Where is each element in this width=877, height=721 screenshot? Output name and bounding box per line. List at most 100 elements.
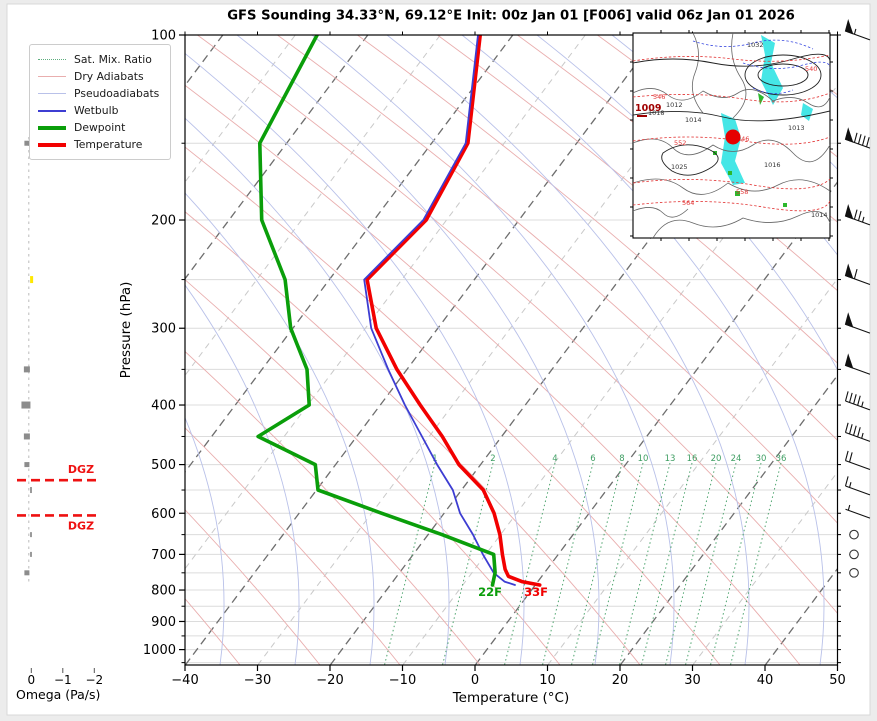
temperature-tick-label: 40 [757,673,774,688]
surface-dewpoint-label: 22F [478,585,502,599]
isobar-contour [661,144,719,176]
barb-full [844,422,849,433]
barb-staff [845,508,871,519]
upper-contour [742,61,830,71]
legend-swatch-pseudo [38,93,66,94]
barb-half [861,432,864,439]
barb-full [857,395,861,406]
temperature-axis-label: Temperature (°C) [452,690,570,706]
wind-barb [844,127,871,149]
omega-marker [23,366,30,373]
calm-wind-circle [849,549,859,560]
barb-full [853,425,857,436]
pseudoadiabat-line [311,35,675,665]
dry-adiabat-line [185,509,321,665]
precip-green-patch [758,93,764,105]
barb-flag [844,18,854,35]
mixing-ratio-line [619,462,671,666]
isotherm-line [619,374,838,665]
dry-adiabat-line [185,211,641,665]
dry-adiabat-line [185,146,721,665]
barb-full [844,391,849,402]
wetbulb-curve [363,35,516,586]
wind-barbs [844,18,871,578]
mixing-ratio-line [685,462,737,666]
pressure-tick-label: 600 [151,507,176,522]
legend-label: Pseudoadiabats [74,87,160,100]
temperature-tick-label: 30 [684,673,701,688]
temperature-tick-label: 50 [829,673,846,688]
pressure-tick-label: 900 [151,615,176,630]
pressure-tick-label: 500 [151,458,176,473]
omega-tick-label: −1 [54,673,72,687]
wind-barb [844,353,871,375]
map-pressure-label: 1032 [747,41,764,49]
map-thickness-label: 558 [736,188,748,196]
barb-full [861,135,866,146]
precip-green-patch [735,191,740,196]
map-thickness-label: 546 [653,93,665,101]
omega-tick-label: −2 [85,673,103,687]
legend: Sat. Mix. Ratio Dry Adiabats Pseudoadiabat… [29,44,171,160]
dry-adiabat-line [185,279,561,665]
omega-marker [29,532,32,538]
barb-half [847,504,851,511]
dry-adiabat-line [185,84,801,665]
barb-flag [844,353,854,369]
legend-swatch-dry [38,76,66,77]
pseudoadiabat-line [185,416,225,665]
map-pressure-label: 1025 [671,163,688,171]
temperature-tick-label: 20 [612,673,629,688]
sounding-curves [256,35,542,587]
barb-flag [844,312,854,328]
omega-marker [23,433,30,440]
mixing-ratio-line [665,462,717,666]
barb-full [857,134,862,145]
coastline [633,88,830,108]
dry-adiabat-line [437,35,838,364]
chart-title: GFS Sounding 34.33°N, 69.12°E Init: 00z … [227,8,795,24]
map-pressure-label: 1016 [764,161,781,169]
mixing-ratio-line [504,462,556,666]
wind-barb [844,263,871,285]
coastline [731,33,747,119]
coastline [691,33,704,114]
temperature-tick-label: −40 [171,673,198,688]
mixing-ratio-label: 6 [590,454,595,464]
map-thickness-label: 540 [805,65,817,73]
wind-barb [849,567,859,578]
mixing-ratio-line [592,462,644,666]
barb-half [853,28,857,35]
barb-full [853,394,857,405]
map-thickness-label: 564 [682,199,694,207]
precip-cyan-patch [761,35,783,105]
plot-frame [184,34,839,666]
map-pressure-label: 1014 [685,116,702,124]
isobar-contour [757,63,809,87]
wind-barb [844,391,871,411]
pressure-tick-label: 700 [151,548,176,563]
precip-green-patch [728,171,732,175]
legend-label: Sat. Mix. Ratio [74,53,152,66]
omega-panel: DGZ DGZ 0 −1 −2 [17,137,103,687]
precip-green-patch [783,203,787,207]
temperature-tick-label: −10 [389,673,416,688]
isotherm-line [185,35,369,280]
isobar-contour [633,110,830,122]
legend-label: Dry Adiabats [74,70,144,83]
barb-staff [845,460,871,470]
pseudoadiabat-line [386,35,750,665]
pressure-tick-label: 800 [151,584,176,599]
mixing-ratio-label: 13 [665,454,676,464]
temperature-curve [365,35,542,587]
legend-item-temperature: Temperature [38,136,164,153]
mixing-ratio-label: 30 [756,454,767,464]
dry-adiabat-line [277,35,838,524]
mixing-ratio-line [384,462,436,666]
isobar-contour [744,54,822,96]
coastline [633,178,830,195]
barb-full [857,427,861,438]
